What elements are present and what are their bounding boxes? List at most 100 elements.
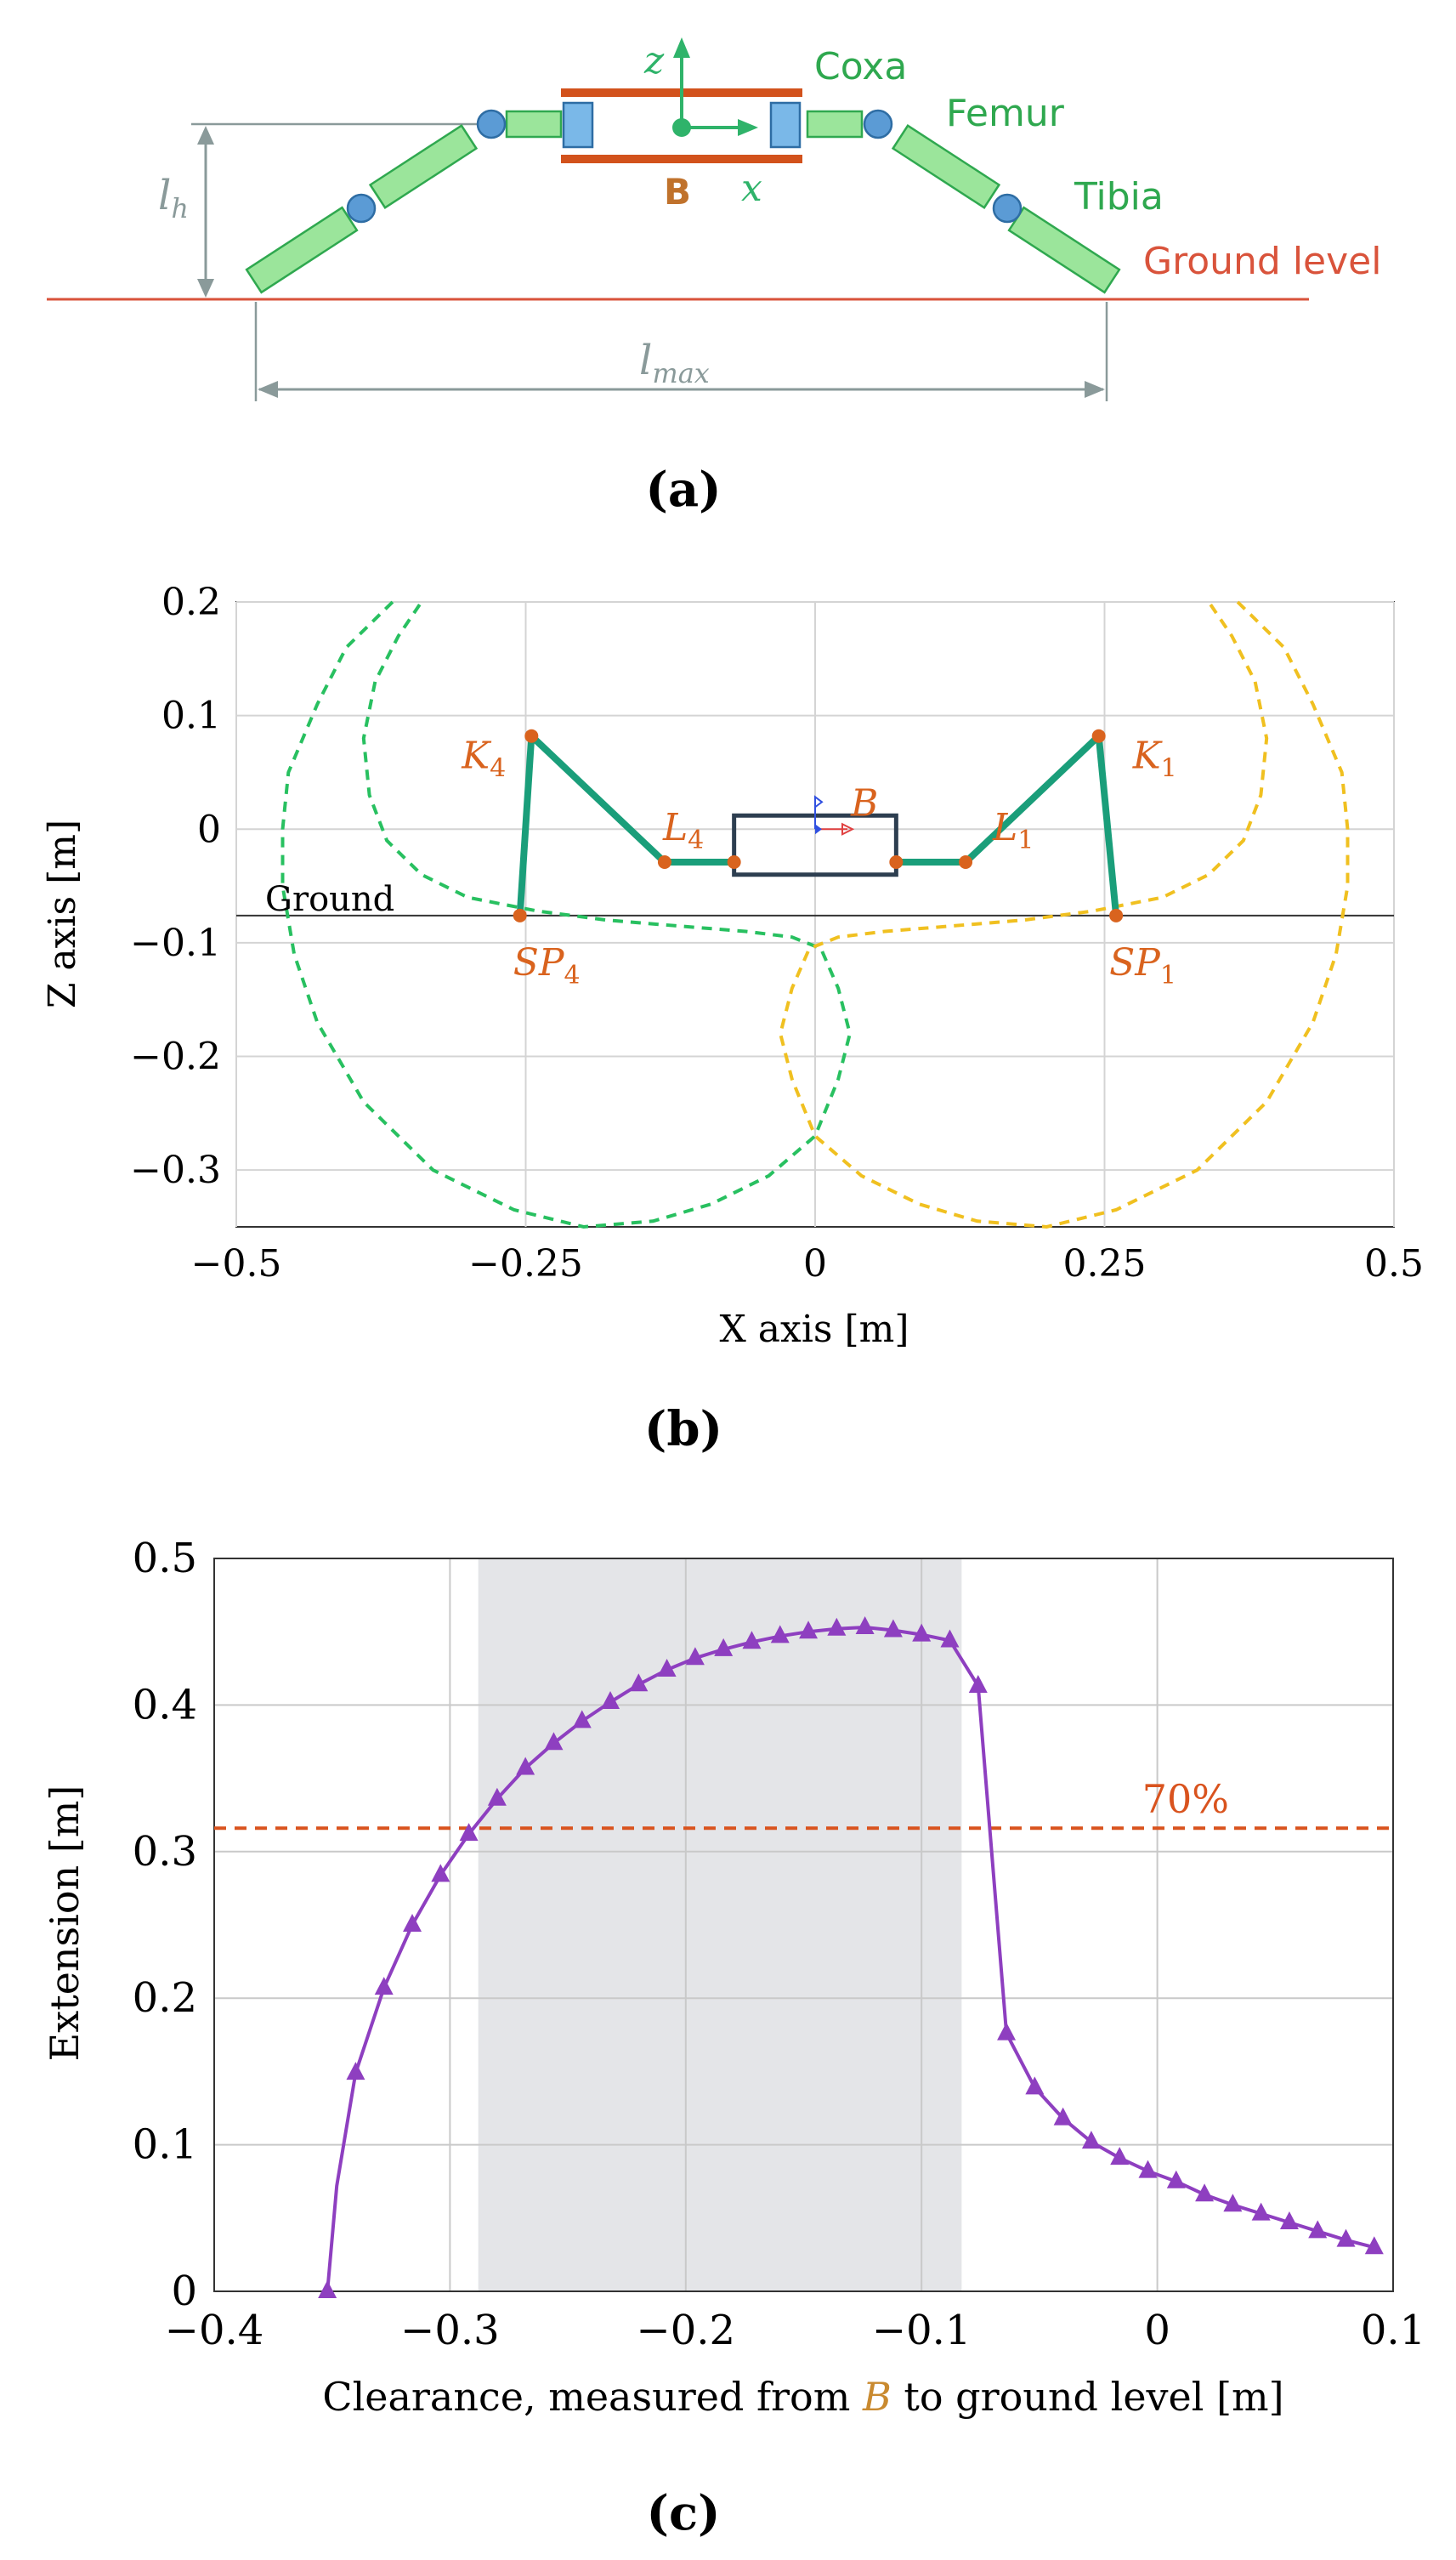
joint-label-l1: L1: [992, 806, 1034, 855]
extension-marker: [1110, 2147, 1130, 2165]
ground-level-label: Ground level: [1143, 240, 1381, 283]
x-tick-label: 0: [803, 1242, 827, 1286]
extension-marker: [1279, 2211, 1299, 2229]
joint-label-sp1: SP1: [1109, 941, 1176, 991]
plot-c-xlabel: Clearance, measured from B to ground lev…: [322, 2374, 1283, 2420]
joint-label-sub: 1: [1160, 961, 1176, 991]
left-motor: [562, 101, 594, 149]
workspace-left-curve: [280, 600, 852, 1229]
joint-point-l1: [959, 855, 973, 870]
joint-label-k1: K1: [1132, 735, 1177, 784]
right-coxa: [806, 110, 864, 139]
extension-marker: [742, 1631, 762, 1649]
feasible-region-shade: [478, 1558, 962, 2291]
plot-c-frame: [213, 1558, 1394, 2292]
x-tick-label: −0.1: [872, 2307, 972, 2354]
lh-main: l: [158, 172, 171, 219]
extension-marker: [657, 1659, 677, 1677]
body-z-arrowhead: [814, 795, 824, 809]
extension-marker: [1308, 2220, 1328, 2239]
extension-marker: [601, 1690, 620, 1709]
joint-point-sp1: [1109, 908, 1124, 922]
joint-label-main: L: [992, 806, 1017, 849]
extension-marker: [1195, 2183, 1215, 2202]
y-tick-label: 0.1: [133, 2121, 197, 2169]
left-tibia: [245, 206, 359, 294]
y-tick-label: −0.1: [130, 922, 221, 965]
body-origin-marker: [815, 824, 822, 835]
joint-label-sub: 4: [490, 754, 506, 784]
extension-marker: [516, 1757, 535, 1775]
joint-point-k4: [524, 729, 539, 743]
extension-marker: [1166, 2170, 1186, 2188]
extension-marker: [1364, 2236, 1384, 2255]
extension-marker: [459, 1823, 479, 1842]
plot-c-series: [318, 1616, 1384, 2298]
coxa-label: Coxa: [814, 45, 907, 88]
extension-marker: [1138, 2160, 1158, 2178]
y-tick-label: 0.5: [133, 1535, 197, 1582]
x-tick-label: −0.4: [165, 2307, 264, 2354]
joint-point-sp4: [513, 908, 527, 922]
plot-b-xlabel: X axis [m]: [719, 1308, 909, 1351]
joint-label-main: L: [662, 806, 688, 849]
extension-marker: [487, 1787, 507, 1806]
plot-b-ticks: −0.5 −0.25 0 0.25 0.5 0.2 0.1 0 −0.1 −0.2 −0.3 Grou…: [130, 581, 1424, 1286]
body-attach-point: [889, 855, 904, 870]
body-x-arrowhead: [841, 822, 855, 836]
y-tick-label: 0.4: [133, 1681, 197, 1728]
xlabel-suffix: to ground level [m]: [892, 2374, 1284, 2420]
lmax-subscript: max: [652, 357, 709, 389]
y-tick-label: −0.3: [130, 1149, 221, 1192]
panel-a-label: (a): [645, 462, 721, 518]
left-femur: [368, 123, 479, 210]
panel-b-label: (b): [644, 1401, 722, 1457]
joint-point-l4: [657, 855, 671, 870]
lh-arrow-bottom: [197, 279, 214, 298]
plot-b-grid: [235, 601, 1395, 1227]
extension-marker: [770, 1625, 790, 1643]
joint-label-l4: L4: [662, 806, 704, 855]
y-tick-label: 0.1: [161, 695, 221, 738]
lh-subscript: h: [171, 192, 189, 224]
y-tick-label: 0: [171, 2268, 197, 2315]
tibia-label: Tibia: [1074, 175, 1164, 219]
extension-marker: [1025, 2076, 1045, 2095]
ground-label: Ground: [265, 880, 394, 919]
x-axis-arrowhead: [738, 119, 758, 136]
extension-marker: [431, 1864, 450, 1882]
axis-z-label: z: [643, 39, 665, 82]
plot-c-shaded-region: [478, 1558, 962, 2291]
lh-arrow-top: [197, 126, 214, 145]
y-tick-label: 0: [197, 808, 221, 851]
joint-label-sp4: SP4: [513, 941, 581, 991]
x-tick-label: 0: [1144, 2307, 1170, 2354]
joint-label-main: K: [1132, 735, 1163, 778]
panel-c-label: (c): [646, 2485, 720, 2541]
plot-c-threshold: 70%: [214, 1776, 1393, 1831]
right-knee-joint: [992, 193, 1023, 224]
extension-marker: [1081, 2131, 1101, 2149]
plot-c-ticks: −0.4 −0.3 −0.2 −0.1 0 0.1 0.5 0.4 0.3 0.2 0.1 0: [133, 1535, 1426, 2354]
y-tick-label: 0.3: [133, 1828, 197, 1876]
extension-marker: [318, 2280, 337, 2298]
lh-label: lh: [158, 172, 189, 224]
right-tibia: [1007, 206, 1121, 294]
extension-marker: [544, 1732, 564, 1751]
joint-label-main: K: [461, 735, 491, 778]
left-hip-joint: [476, 109, 507, 139]
xlabel-prefix: Clearance, measured from: [322, 2374, 863, 2420]
extension-marker: [1053, 2107, 1073, 2126]
workspace-right-curve: [779, 600, 1350, 1229]
extension-marker: [968, 1674, 988, 1693]
extension-marker: [403, 1914, 422, 1932]
extension-marker: [912, 1623, 932, 1642]
body-origin: [672, 118, 691, 137]
right-motor: [769, 101, 802, 149]
lmax-arrow-right: [1085, 381, 1105, 398]
body-bottom-plate: [561, 155, 802, 163]
joint-label-main: SP: [1109, 941, 1161, 985]
plot-b-legs: B: [516, 732, 1120, 917]
